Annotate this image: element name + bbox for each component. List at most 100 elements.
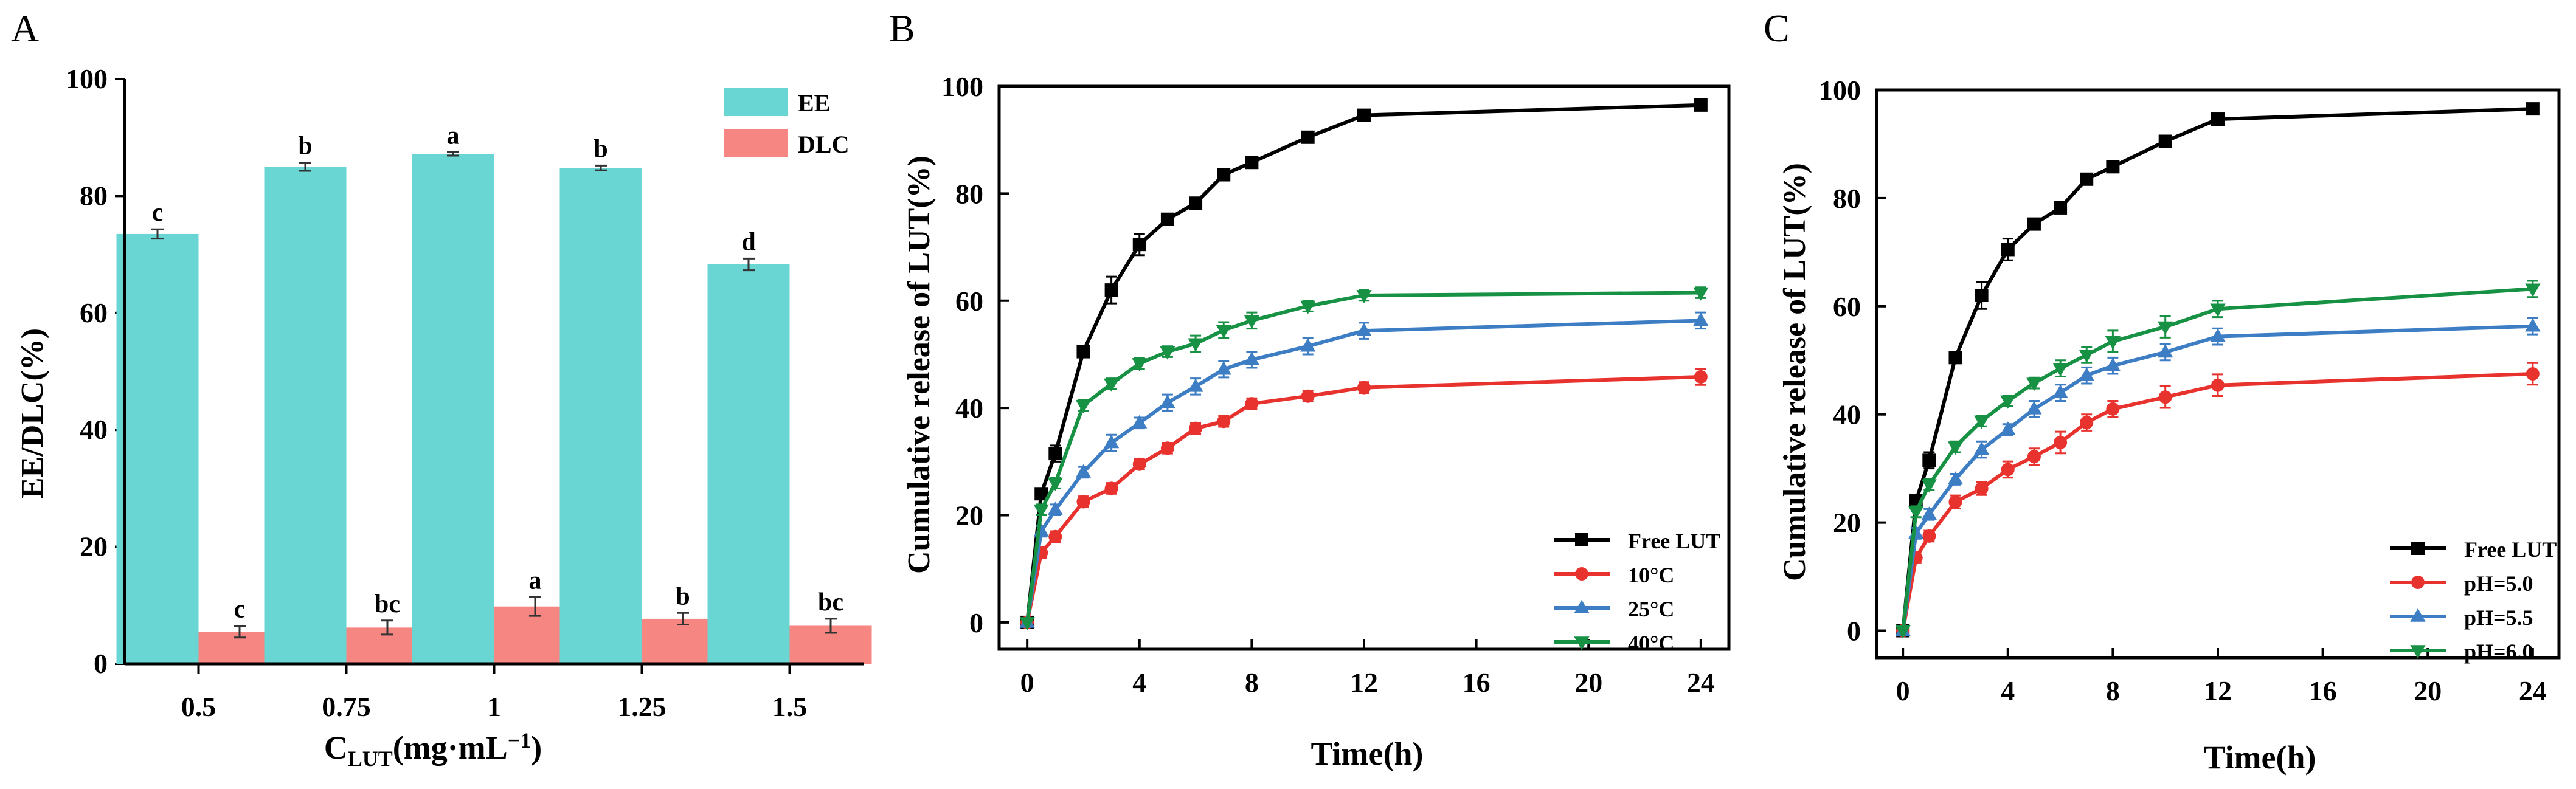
marker-square: [2027, 217, 2041, 231]
significance-letter: bc: [818, 588, 843, 616]
y-tick-label: 40: [955, 393, 983, 424]
y-tick-label: 60: [80, 297, 108, 328]
marker-triangle-up: [1300, 338, 1316, 352]
marker-triangle-up: [1973, 441, 1990, 455]
x-tick-label: 20: [1574, 667, 1602, 698]
series-pH=5.5: [1895, 317, 2541, 636]
marker-square: [2001, 243, 2015, 257]
x-tick-label: 16: [1463, 667, 1491, 698]
series-pH=6.0: [1895, 280, 2541, 639]
x-tick-label: 24: [2519, 675, 2547, 706]
marker-triangle-down: [1075, 399, 1092, 413]
marker-triangle-up: [2410, 608, 2426, 622]
marker-square: [1575, 533, 1588, 546]
bar-ee: [707, 264, 790, 664]
y-tick-label: 20: [80, 531, 108, 562]
legend-label: pH=6.0: [2464, 639, 2533, 664]
y-tick-label: 0: [1847, 616, 1861, 647]
y-tick-label: 0: [94, 648, 108, 679]
marker-triangle-up: [1693, 312, 1709, 326]
panel-c-series: [1895, 102, 2541, 639]
marker-triangle-up: [1047, 501, 1063, 515]
marker-triangle-down: [1160, 346, 1175, 360]
marker-triangle-down: [1895, 625, 1911, 639]
marker-triangle-down: [2105, 336, 2121, 350]
marker-square: [1922, 453, 1936, 467]
x-tick-label: 4: [1132, 667, 1146, 698]
legend-label: Free LUT: [2464, 537, 2557, 562]
marker-triangle-down: [1356, 290, 1372, 304]
marker-triangle-up: [2525, 318, 2541, 332]
marker-triangle-down: [1047, 477, 1063, 491]
marker-square: [1160, 212, 1174, 226]
plot-frame: [997, 84, 1731, 651]
marker-triangle-down: [2026, 377, 2042, 391]
x-tick-label: 1.25: [617, 691, 667, 722]
marker-triangle-up: [1160, 394, 1175, 408]
marker-circle: [1357, 381, 1371, 394]
series-40°C: [1019, 286, 1709, 631]
y-tick-label: 40: [80, 414, 108, 445]
marker-triangle-down: [2052, 363, 2068, 377]
series-line: [1025, 103, 1701, 623]
legend-label: pH=5.0: [2464, 571, 2533, 596]
marker-square: [1132, 238, 1146, 252]
y-tick-label: 40: [1833, 399, 1861, 430]
marker-square: [1076, 345, 1090, 359]
panel-b-label: B: [889, 7, 915, 50]
panel-b-ticks: 0 20 40 60 80 100 0 4 8 12 16 20 24: [941, 71, 1715, 698]
marker-square: [2054, 201, 2068, 215]
panel-a-x-ticks: 0.5 0.75 1 1.25 1.5: [181, 664, 807, 722]
legend-label: 25°C: [1628, 597, 1674, 621]
marker-square: [2411, 542, 2425, 555]
x-tick-label: 8: [2106, 675, 2120, 706]
marker-square: [1189, 196, 1203, 210]
marker-square: [2211, 112, 2225, 126]
series-line: [1901, 372, 2533, 632]
marker-triangle-down: [1188, 338, 1203, 352]
x-tick-label: 0.5: [181, 691, 216, 722]
marker-square: [1948, 351, 1962, 365]
marker-circle: [2106, 402, 2120, 416]
marker-triangle-down: [2410, 645, 2426, 659]
legend-label: EE: [798, 89, 830, 117]
marker-square: [1301, 130, 1315, 144]
panel-c-axes: [1875, 88, 2561, 660]
marker-square: [2080, 172, 2094, 186]
bar-ee: [116, 233, 199, 664]
series-line: [1025, 374, 1701, 623]
marker-triangle-down: [1693, 287, 1709, 301]
x-tick-label: 1: [487, 691, 501, 722]
y-tick-label: 20: [1833, 508, 1861, 539]
panel-a-y-ticks: 0 20 40 60 80 100: [66, 63, 125, 679]
marker-triangle-down: [1574, 636, 1590, 650]
marker-triangle-down: [1244, 315, 1260, 329]
x-tick-label: 0: [1020, 667, 1034, 698]
marker-circle: [2027, 450, 2041, 464]
panel-b: B 0 20 40 60 80 100 0 4 8 12 16 20 24 Cumulative rel…: [889, 7, 1731, 772]
marker-triangle-up: [2000, 421, 2016, 435]
y-tick-label: 100: [941, 71, 983, 102]
marker-circle: [2054, 435, 2068, 449]
marker-triangle-up: [1188, 378, 1203, 392]
marker-triangle-up: [2210, 328, 2226, 342]
marker-circle: [1189, 421, 1203, 435]
x-tick-label: 12: [2204, 675, 2232, 706]
x-tick-label: 0.75: [322, 691, 371, 722]
series-Free LUT: [1896, 102, 2540, 638]
marker-square: [2158, 134, 2172, 148]
marker-triangle-up: [2052, 384, 2068, 398]
x-tick-label: 8: [1245, 667, 1259, 698]
marker-triangle-down: [1132, 358, 1148, 372]
panel-a-x-axis-label-main: C: [324, 729, 348, 766]
marker-circle: [1694, 370, 1708, 384]
y-tick-label: 60: [955, 286, 983, 317]
marker-square: [1245, 156, 1259, 170]
panel-a-bars: c c b bc a a b b d bc: [116, 122, 872, 664]
marker-triangle-down: [2210, 303, 2226, 317]
series-line: [1025, 319, 1701, 623]
series-pH=5.0: [1896, 362, 2540, 638]
x-tick-label: 0: [1896, 675, 1910, 706]
marker-triangle-up: [2026, 401, 2042, 415]
significance-letter: a: [529, 567, 542, 594]
